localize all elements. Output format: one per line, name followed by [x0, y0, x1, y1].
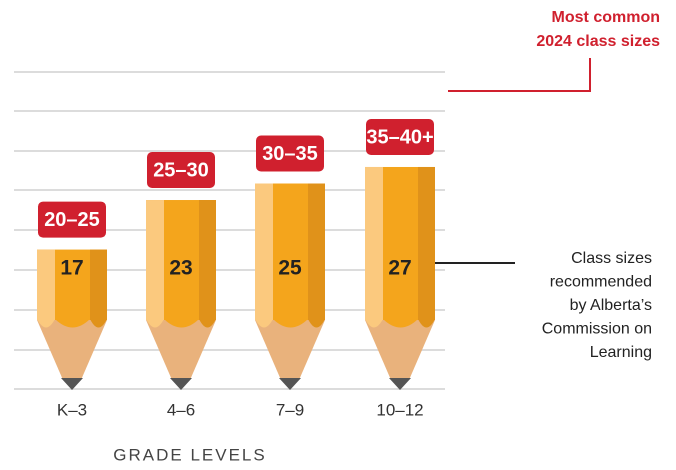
annotation-line: Learning — [590, 344, 652, 361]
pencil: 27 — [365, 167, 435, 390]
value-label: 23 — [169, 257, 192, 280]
pencil-light — [365, 167, 383, 320]
pencil-light — [255, 184, 273, 321]
pencil: 17 — [37, 250, 107, 390]
x-tick-label: K–3 — [57, 400, 87, 419]
x-tick-label: 7–9 — [276, 400, 304, 419]
value-label: 17 — [60, 257, 83, 280]
range-label: 30–35 — [262, 143, 318, 165]
x-tick-label: 4–6 — [167, 400, 195, 419]
range-label: 25–30 — [153, 159, 209, 181]
x-tick-label: 10–12 — [376, 400, 423, 419]
value-label: 25 — [278, 257, 302, 280]
pencil: 25 — [255, 184, 325, 391]
pencil: 23 — [146, 200, 216, 390]
pencil-light — [146, 200, 164, 320]
chart: GRADE LEVELS 17 20–25 K–3 23 25–30 4–6 25 30–35… — [0, 0, 676, 470]
annotation-line: Class sizes — [571, 250, 652, 267]
pencil-dark — [199, 200, 216, 320]
annotation-line: 2024 class sizes — [536, 33, 660, 50]
pencil-dark — [418, 167, 435, 320]
pencil-dark — [90, 250, 107, 320]
annotation-line: recommended — [550, 274, 652, 291]
pencil-dark — [308, 184, 325, 321]
range-label: 35–40+ — [366, 126, 433, 148]
annotation-line: by Alberta’s — [570, 297, 652, 314]
value-label: 27 — [388, 257, 411, 280]
x-axis-label: GRADE LEVELS — [113, 445, 266, 464]
range-label: 20–25 — [44, 209, 100, 231]
annotation-line: Most common — [552, 9, 660, 26]
annotation-line: Commission on — [542, 321, 652, 338]
pencil-light — [37, 250, 55, 320]
callout-line — [448, 58, 590, 91]
